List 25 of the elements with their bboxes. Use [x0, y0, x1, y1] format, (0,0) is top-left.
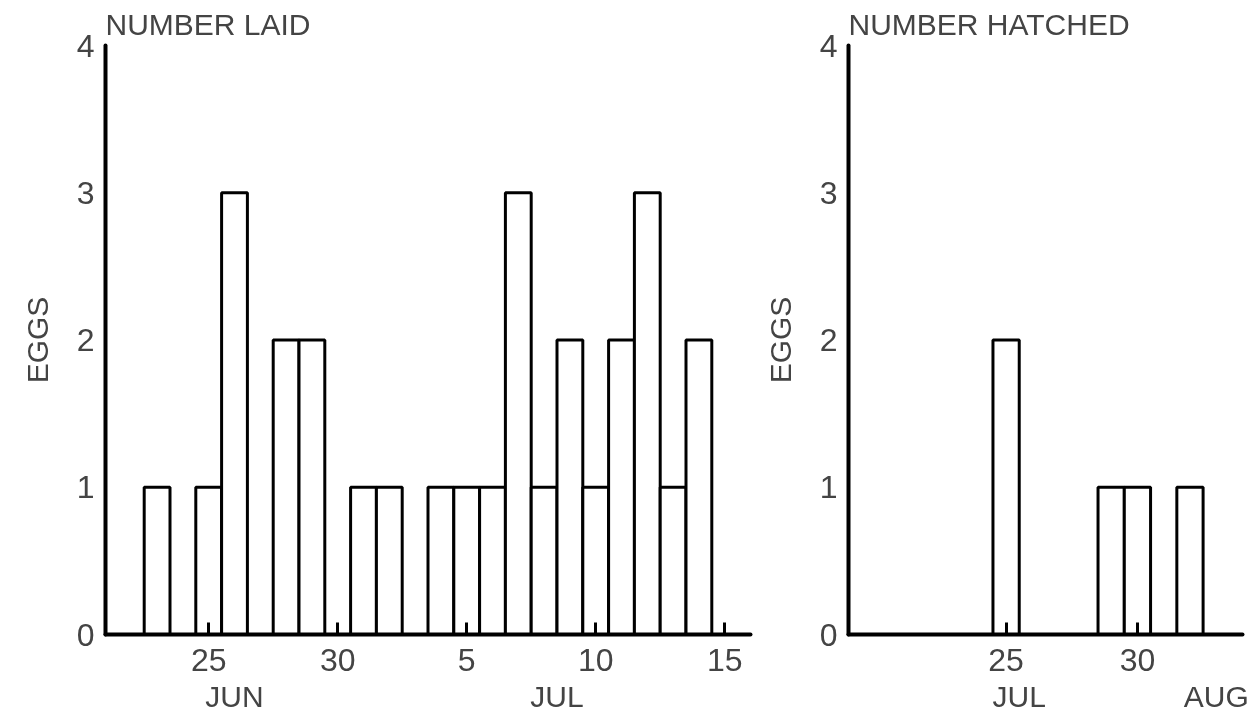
chart-title: NUMBER HATCHED: [848, 7, 1130, 41]
y-tick-label: 3: [76, 174, 95, 211]
x-tick-label: 30: [319, 641, 356, 678]
y-tick-label: 1: [76, 469, 95, 506]
x-tick-label: 25: [190, 641, 227, 678]
text: JUL: [992, 679, 1046, 713]
text: AUG: [1183, 679, 1249, 713]
y-tick-label: 3: [819, 174, 838, 211]
y-tick-label: 4: [819, 27, 838, 64]
y-axis-title: EGGS: [763, 296, 797, 384]
x-tick-label: 30: [1119, 641, 1156, 678]
y-tick-label: 1: [819, 469, 838, 506]
text: JUN: [205, 679, 264, 713]
x-tick-label: 10: [577, 641, 614, 678]
y-tick-label: 2: [819, 322, 838, 358]
chart-title: NUMBER LAID: [105, 7, 311, 41]
x-tick-label: 15: [706, 641, 743, 678]
x-tick-label: 25: [988, 641, 1024, 678]
y-tick-label: 0: [76, 616, 95, 653]
y-tick-label: 0: [819, 616, 838, 653]
text: JUL: [530, 679, 584, 713]
y-axis-title: EGGS: [20, 296, 54, 384]
y-tick-label: 2: [76, 322, 95, 358]
y-tick-label: 4: [76, 27, 95, 64]
x-tick-label: 5: [457, 641, 476, 678]
